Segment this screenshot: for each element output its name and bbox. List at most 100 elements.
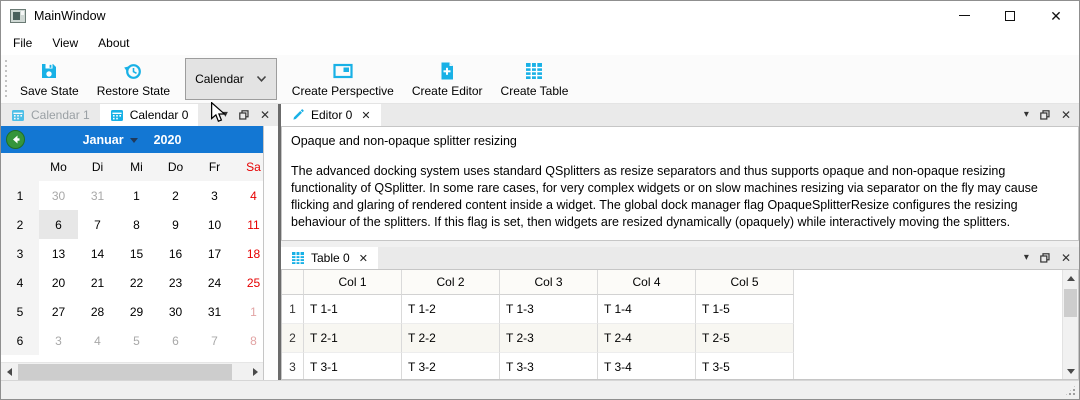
calendar-day[interactable]: 17	[207, 246, 222, 261]
restore-state-button[interactable]: Restore State	[88, 58, 179, 101]
calendar-day[interactable]: 1	[250, 304, 257, 319]
editor-text-area[interactable]: Opaque and non-opaque splitter resizing …	[281, 126, 1079, 241]
table-cell[interactable]: T 2-1	[304, 324, 402, 353]
calendar-day[interactable]: 22	[129, 275, 144, 290]
calendar-day[interactable]: 16	[168, 246, 183, 261]
minimize-button[interactable]	[941, 1, 987, 30]
table-cell[interactable]: T 1-3	[500, 295, 598, 324]
row-header-3[interactable]: 3	[282, 353, 304, 379]
scroll-right-button[interactable]	[247, 363, 263, 381]
dock-menu-button[interactable]: ▾	[223, 110, 228, 120]
calendar-day[interactable]: 4	[250, 188, 257, 203]
calendar-day[interactable]: 3	[211, 188, 218, 203]
table-corner-cell[interactable]	[282, 270, 304, 295]
menu-item-file[interactable]: File	[13, 35, 33, 50]
scroll-left-button[interactable]	[1, 363, 17, 381]
calendar-day[interactable]: 30	[51, 188, 66, 203]
dock-menu-button[interactable]: ▾	[1024, 253, 1029, 263]
tab-close-icon[interactable]: ✕	[358, 252, 368, 265]
calendar-year[interactable]: 2020	[153, 132, 182, 147]
horizontal-splitter[interactable]	[281, 241, 1079, 247]
create-editor-button[interactable]: Create Editor	[403, 58, 492, 101]
calendar-day[interactable]: 8	[133, 217, 140, 232]
table-vertical-scrollbar[interactable]	[1062, 270, 1078, 379]
dock-float-button[interactable]	[1040, 110, 1050, 120]
scrollbar-thumb[interactable]	[1064, 289, 1077, 317]
table-cell[interactable]: T 1-4	[598, 295, 696, 324]
size-grip[interactable]	[1064, 384, 1077, 397]
calendar-day[interactable]: 6	[39, 210, 78, 239]
calendar-day[interactable]: 10	[207, 217, 222, 232]
scroll-up-button[interactable]	[1063, 270, 1078, 286]
menu-item-about[interactable]: About	[98, 35, 130, 50]
calendar-month[interactable]: Januar	[82, 132, 124, 147]
scrollbar-thumb[interactable]	[18, 364, 232, 380]
table-cell[interactable]: T 2-5	[696, 324, 794, 353]
row-header-1[interactable]: 1	[282, 295, 304, 324]
save-state-button[interactable]: Save State	[11, 58, 88, 101]
calendar-day[interactable]: 18	[246, 246, 261, 261]
scrollbar-track[interactable]	[1063, 286, 1078, 363]
calendar-day[interactable]: 1	[133, 188, 140, 203]
month-dropdown-icon[interactable]	[129, 138, 138, 143]
table-cell[interactable]: T 3-1	[304, 353, 402, 379]
column-header-1[interactable]: Col 1	[304, 270, 402, 295]
tab-calendar-0[interactable]: Calendar 0	[99, 104, 199, 126]
table-cell[interactable]: T 3-2	[402, 353, 500, 379]
row-header-2[interactable]: 2	[282, 324, 304, 353]
dock-close-button[interactable]: ✕	[1061, 252, 1071, 264]
calendar-day[interactable]: 15	[129, 246, 144, 261]
table-cell[interactable]: T 2-3	[500, 324, 598, 353]
calendar-day[interactable]: 27	[51, 304, 66, 319]
previous-month-button[interactable]	[6, 130, 25, 149]
tab-table-0[interactable]: Table 0 ✕	[281, 247, 378, 269]
table-cell[interactable]: T 3-4	[598, 353, 696, 379]
calendar-day[interactable]: 2	[172, 188, 179, 203]
tab-close-icon[interactable]: ✕	[361, 109, 371, 122]
create-perspective-button[interactable]: Create Perspective	[283, 58, 403, 101]
calendar-day[interactable]: 3	[55, 333, 62, 348]
perspective-combobox[interactable]: Calendar	[185, 58, 277, 100]
calendar-day[interactable]: 4	[94, 333, 101, 348]
calendar-day[interactable]: 23	[168, 275, 183, 290]
calendar-day[interactable]: 20	[51, 275, 66, 290]
table-cell[interactable]: T 1-2	[402, 295, 500, 324]
table-cell[interactable]: T 2-4	[598, 324, 696, 353]
table-cell[interactable]: T 2-2	[402, 324, 500, 353]
dock-float-button[interactable]	[1040, 253, 1050, 263]
close-button[interactable]: ✕	[1033, 1, 1079, 30]
table-cell[interactable]: T 1-5	[696, 295, 794, 324]
column-header-3[interactable]: Col 3	[500, 270, 598, 295]
calendar-day[interactable]: 25	[246, 275, 261, 290]
column-header-5[interactable]: Col 5	[696, 270, 794, 295]
calendar-day[interactable]: 21	[90, 275, 105, 290]
maximize-button[interactable]	[987, 1, 1033, 30]
calendar-day[interactable]: 28	[90, 304, 105, 319]
calendar-day[interactable]: 29	[129, 304, 144, 319]
dock-close-button[interactable]: ✕	[260, 109, 270, 121]
scroll-down-button[interactable]	[1063, 363, 1078, 379]
table-cell[interactable]: T 1-1	[304, 295, 402, 324]
create-table-button[interactable]: Create Table	[492, 58, 578, 101]
column-header-4[interactable]: Col 4	[598, 270, 696, 295]
calendar-day[interactable]: 9	[172, 217, 179, 232]
calendar-day[interactable]: 7	[211, 333, 218, 348]
dock-menu-button[interactable]: ▾	[1024, 110, 1029, 120]
calendar-day[interactable]: 24	[207, 275, 222, 290]
calendar-day[interactable]: 13	[51, 246, 66, 261]
vertical-splitter[interactable]	[278, 104, 281, 380]
calendar-day[interactable]: 5	[133, 333, 140, 348]
table-cell[interactable]: T 3-3	[500, 353, 598, 379]
tab-editor-0[interactable]: Editor 0 ✕	[281, 104, 381, 126]
column-header-2[interactable]: Col 2	[402, 270, 500, 295]
toolbar-grip[interactable]	[4, 60, 8, 98]
calendar-day[interactable]: 7	[94, 217, 101, 232]
table-cell[interactable]: T 3-5	[696, 353, 794, 379]
calendar-horizontal-scrollbar[interactable]	[1, 362, 263, 380]
menu-item-view[interactable]: View	[52, 35, 79, 50]
calendar-day[interactable]: 31	[90, 188, 105, 203]
calendar-day[interactable]: 11	[247, 217, 260, 232]
dock-float-button[interactable]	[239, 110, 249, 120]
calendar-day[interactable]: 6	[172, 333, 179, 348]
calendar-day[interactable]: 14	[90, 246, 105, 261]
